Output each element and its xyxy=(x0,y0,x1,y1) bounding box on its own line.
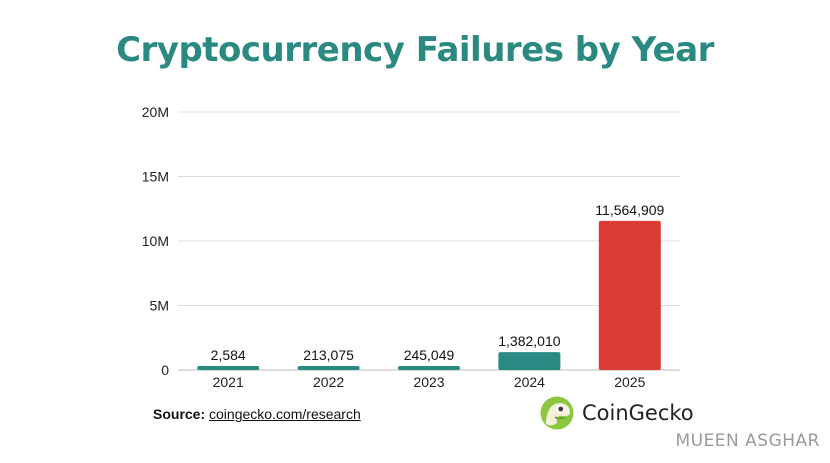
data-label: 11,564,909 xyxy=(595,202,664,218)
bar-2022 xyxy=(297,366,360,370)
data-labels: 2,584 213,075 245,049 1,382,010 11,564,909 xyxy=(211,202,665,363)
y-tick-label: 20M xyxy=(142,104,169,120)
y-axis: 0 5M 10M 15M 20M xyxy=(142,104,169,378)
y-tick-label: 15M xyxy=(142,169,169,185)
data-label: 245,049 xyxy=(404,347,455,363)
chart-title: Cryptocurrency Failures by Year xyxy=(116,30,714,70)
source-line: Source: coingecko.com/research xyxy=(153,406,361,422)
x-axis: 2021 2022 2023 2024 2025 xyxy=(213,374,646,390)
data-label: 1,382,010 xyxy=(498,333,560,349)
x-tick-label: 2021 xyxy=(213,374,244,390)
brand-name: CoinGecko xyxy=(582,401,694,425)
bar-2023 xyxy=(398,366,460,370)
source-prefix: Source: xyxy=(153,406,206,422)
source-link[interactable]: coingecko.com/research xyxy=(209,406,361,422)
x-tick-label: 2022 xyxy=(313,374,344,390)
y-tick-label: 0 xyxy=(161,362,169,378)
x-tick-label: 2023 xyxy=(413,374,444,390)
bar-2025 xyxy=(598,220,661,370)
data-label: 2,584 xyxy=(211,347,246,363)
y-tick-label: 10M xyxy=(142,233,169,249)
grid-lines xyxy=(178,111,680,371)
data-label: 213,075 xyxy=(303,347,354,363)
coingecko-brand: CoinGecko xyxy=(540,396,694,430)
gecko-logo-icon xyxy=(540,396,574,430)
author-watermark: MUEEN ASGHAR xyxy=(675,431,820,451)
bars xyxy=(197,220,661,370)
bar-2021 xyxy=(197,366,260,370)
y-tick-label: 5M xyxy=(150,298,169,314)
bar-chart: 0 5M 10M 15M 20M 2,584 213,075 245,049 1,382,01… xyxy=(142,104,680,390)
x-tick-label: 2024 xyxy=(514,374,545,390)
bar-2024 xyxy=(498,352,561,370)
x-tick-label: 2025 xyxy=(614,374,645,390)
